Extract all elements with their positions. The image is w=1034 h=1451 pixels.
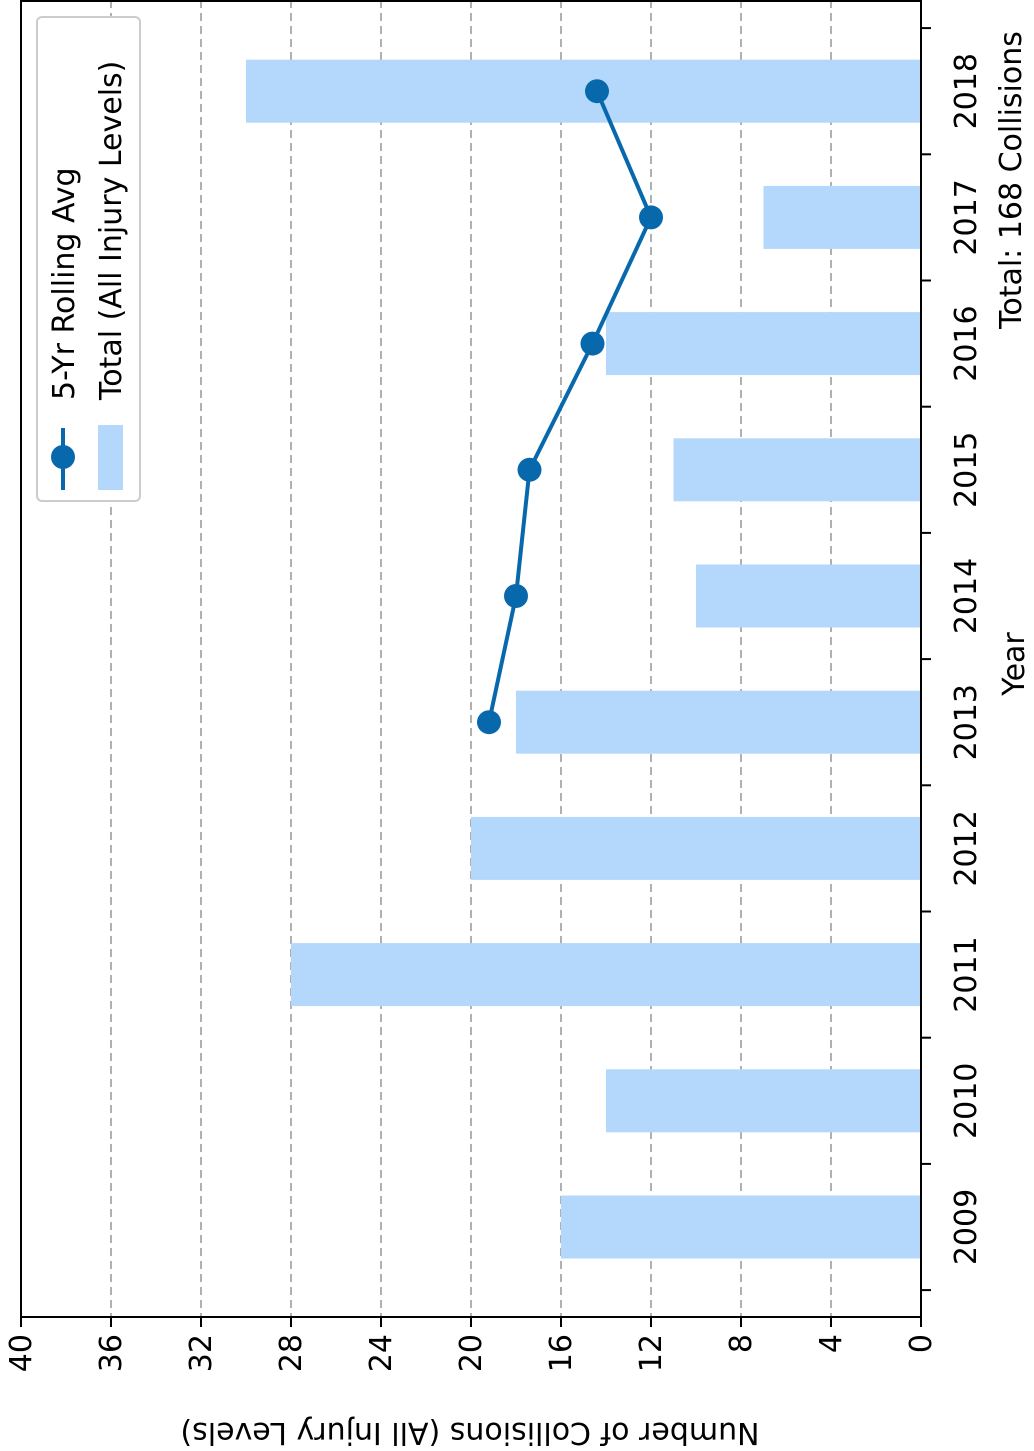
rolling-avg-point [477,710,501,735]
y-tick-label: 40 [4,1334,39,1372]
bar [516,690,921,754]
y-tick-label: 8 [724,1334,759,1353]
x-tick-label: 2013 [949,684,984,760]
legend-label-total: Total (All Injury Levels) [94,61,129,401]
bar [291,943,921,1007]
plot-frame [20,0,922,1318]
legend: 5-Yr Rolling Avg Total (All Injury Levels… [36,16,141,502]
rolling-avg-point [639,205,663,230]
tick-labels: 0 4 8 12 16 20 24 28 32 36 40 2009 2010 2011 2012 2013 2… [4,53,984,1372]
y-tick-label: 24 [364,1334,399,1372]
rolling-avg-point [517,457,542,482]
y-tick-label: 20 [454,1334,489,1372]
y-tick-label: 28 [274,1334,309,1372]
axes [20,0,931,1327]
y-tick-label: 4 [814,1334,849,1353]
x-tick-label: 2009 [949,1189,984,1265]
bar [606,312,921,376]
rolling-avg-point [504,584,528,608]
rolling-avg-line [487,90,654,723]
legend-marker-swatch [51,445,75,469]
x-tick-label: 2017 [949,179,984,255]
total-annotation: Total: 168 Collisions [994,31,1029,330]
y-tick-label: 0 [904,1334,939,1353]
legend-bar-swatch [98,425,123,490]
rolling-avg-point [585,79,609,104]
bar [246,59,921,123]
x-tick-label: 2016 [949,305,984,381]
x-tick-label: 2011 [949,936,984,1012]
x-tick-label: 2014 [949,558,984,634]
x-tick-label: 2012 [949,810,984,886]
legend-frame [36,16,141,502]
bar [763,185,921,249]
y-tick-label: 12 [634,1334,669,1372]
y-axis-label: Number of Collisions (All Injury Levels) [180,1415,759,1446]
bar [673,438,921,502]
legend-label-rolling-avg: 5-Yr Rolling Avg [47,167,82,400]
bar [471,816,921,880]
rolling-avg-point [580,331,605,356]
rolling-avg-series [477,79,663,735]
x-axis-label: Year [997,632,1032,697]
y-tick-label: 32 [184,1334,219,1372]
bar-series [246,59,921,1259]
x-tick-label: 2018 [949,53,984,129]
bar [561,1195,921,1259]
y-tick-label: 16 [544,1334,579,1372]
bar [696,564,921,628]
x-tick-label: 2015 [949,432,984,508]
x-tick-label: 2010 [949,1063,984,1139]
y-tick-label: 36 [94,1334,129,1372]
bar [606,1069,921,1133]
